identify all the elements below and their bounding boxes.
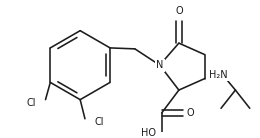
Text: O: O: [187, 108, 194, 118]
Text: HO: HO: [141, 128, 156, 138]
Text: Cl: Cl: [27, 99, 36, 108]
Text: N: N: [156, 60, 163, 70]
Text: Cl: Cl: [95, 117, 104, 127]
Text: H₂N: H₂N: [209, 70, 228, 80]
Text: O: O: [175, 6, 183, 17]
